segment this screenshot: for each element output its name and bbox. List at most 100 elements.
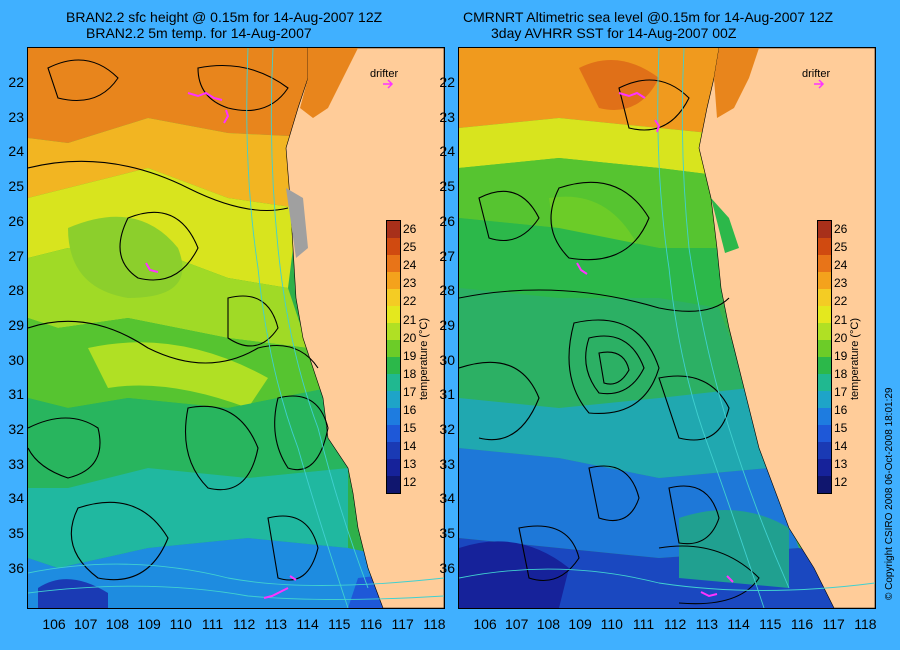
left-title-line2: BRAN2.2 5m temp. for 14-Aug-2007 bbox=[86, 25, 312, 41]
right-colorbar-tick: 25 bbox=[834, 240, 848, 255]
right-colorbar-tick: 19 bbox=[834, 348, 848, 363]
left-latitude-tick: 28 bbox=[8, 282, 24, 299]
right-longitude-tick: 106 bbox=[473, 616, 497, 632]
left-colorbar-swatch bbox=[387, 323, 400, 340]
left-colorbar-tick: 21 bbox=[403, 312, 417, 327]
left-title-line1: BRAN2.2 sfc height @ 0.15m for 14-Aug-20… bbox=[66, 9, 383, 25]
right-latitude-tick: 35 bbox=[439, 525, 455, 542]
left-colorbar-title: temperature (°C) bbox=[418, 317, 430, 400]
right-colorbar-tick: 26 bbox=[834, 222, 848, 236]
left-drifter-label: drifter bbox=[370, 68, 399, 80]
right-colorbar-swatch bbox=[818, 374, 831, 391]
right-longitude-tick: 112 bbox=[664, 616, 687, 632]
right-longitude-tick: 110 bbox=[600, 616, 623, 632]
right-latitude-tick: 26 bbox=[439, 212, 455, 229]
right-colorbar-tick: 16 bbox=[834, 403, 848, 417]
right-longitude-tick: 113 bbox=[695, 616, 719, 632]
right-latitude-tick: 22 bbox=[439, 74, 455, 90]
right-colorbar-swatch bbox=[818, 272, 831, 289]
left-colorbar-tick: 18 bbox=[403, 366, 417, 381]
right-colorbar-swatch bbox=[818, 425, 831, 442]
left-longitude-tick: 111 bbox=[201, 616, 224, 632]
left-colorbar-tick: 17 bbox=[403, 384, 417, 399]
right-colorbar-tick: 18 bbox=[834, 366, 848, 381]
right-colorbar-swatch bbox=[818, 238, 831, 255]
copyright-text: © Copyright CSIRO 2008 06-Oct-2008 18:01… bbox=[884, 387, 895, 601]
left-longitude-tick: 109 bbox=[137, 616, 161, 632]
right-latitude-tick: 33 bbox=[439, 455, 455, 472]
right-colorbar-swatch bbox=[818, 442, 831, 459]
right-latitude-tick: 25 bbox=[439, 178, 455, 195]
right-colorbar-tick: 14 bbox=[834, 439, 848, 454]
left-latitude-tick: 33 bbox=[8, 455, 24, 472]
left-longitude-tick: 118 bbox=[423, 616, 446, 632]
left-longitude-tick: 110 bbox=[169, 616, 192, 632]
right-colorbar-swatch bbox=[818, 459, 831, 476]
left-map-svg bbox=[28, 48, 444, 608]
right-latitude-tick: 32 bbox=[439, 421, 455, 437]
left-colorbar-tick: 23 bbox=[403, 276, 417, 291]
left-colorbar-swatch bbox=[387, 476, 400, 493]
left-latitude-tick: 30 bbox=[8, 351, 24, 368]
right-latitude-tick: 31 bbox=[439, 386, 455, 403]
right-colorbar-tick: 17 bbox=[834, 384, 848, 399]
left-longitude-tick: 108 bbox=[105, 616, 130, 632]
right-colorbar-tick: 22 bbox=[834, 294, 848, 309]
right-colorbar-title: temperature (°C) bbox=[849, 317, 861, 400]
left-colorbar-swatch bbox=[387, 391, 400, 408]
left-latitude-tick: 36 bbox=[8, 559, 24, 576]
right-longitude-tick: 117 bbox=[822, 616, 845, 632]
right-title-line1: CMRNRT Altimetric sea level @0.15m for 1… bbox=[463, 9, 834, 25]
left-colorbar bbox=[386, 220, 401, 494]
left-colorbar-swatch bbox=[387, 289, 400, 306]
left-longitude-tick: 107 bbox=[74, 616, 98, 632]
right-latitude-tick: 29 bbox=[439, 316, 455, 333]
left-longitude-tick: 114 bbox=[296, 616, 319, 632]
left-colorbar-swatch bbox=[387, 238, 400, 255]
right-longitude-tick: 108 bbox=[536, 616, 561, 632]
left-latitude-tick: 34 bbox=[8, 490, 24, 507]
right-colorbar-tick: 13 bbox=[834, 457, 848, 472]
left-colorbar-tick: 15 bbox=[403, 421, 417, 436]
right-colorbar-tick: 23 bbox=[834, 276, 848, 291]
right-colorbar-tick: 21 bbox=[834, 312, 848, 327]
left-colorbar-swatch bbox=[387, 221, 400, 238]
left-latitude-tick: 26 bbox=[8, 212, 24, 229]
left-colorbar-swatch bbox=[387, 340, 400, 357]
left-colorbar-swatch bbox=[387, 442, 400, 459]
left-colorbar-swatch bbox=[387, 357, 400, 374]
left-colorbar-tick: 24 bbox=[403, 258, 417, 273]
right-colorbar-tick: 12 bbox=[834, 475, 848, 490]
left-colorbar-tick: 12 bbox=[403, 475, 417, 490]
right-drifter-label: drifter bbox=[802, 68, 831, 80]
right-latitude-tick: 27 bbox=[439, 247, 455, 264]
right-latitude-tick: 28 bbox=[439, 282, 455, 299]
left-longitude-tick: 116 bbox=[359, 616, 383, 632]
left-latitude-tick: 24 bbox=[8, 143, 24, 160]
left-longitude-tick: 106 bbox=[42, 616, 66, 632]
right-latitude-tick: 24 bbox=[439, 143, 455, 160]
right-latitude-tick: 36 bbox=[439, 559, 455, 576]
right-colorbar-swatch bbox=[818, 323, 831, 340]
left-latitude-tick: 32 bbox=[8, 421, 24, 437]
left-latitude-tick: 31 bbox=[8, 386, 24, 403]
right-colorbar-swatch bbox=[818, 306, 831, 323]
left-latitude-tick: 29 bbox=[8, 316, 24, 333]
left-colorbar-tick: 14 bbox=[403, 439, 417, 454]
left-latitude-tick: 27 bbox=[8, 247, 24, 264]
right-map-panel bbox=[458, 47, 876, 609]
left-colorbar-tick: 13 bbox=[403, 457, 417, 472]
right-map-svg bbox=[459, 48, 875, 608]
right-colorbar-swatch bbox=[818, 340, 831, 357]
right-longitude-tick: 115 bbox=[759, 616, 782, 632]
left-latitude-tick: 25 bbox=[8, 178, 24, 195]
right-colorbar-tick: 24 bbox=[834, 258, 848, 273]
right-longitude-tick: 109 bbox=[568, 616, 592, 632]
left-colorbar-tick: 19 bbox=[403, 348, 417, 363]
right-colorbar-swatch bbox=[818, 357, 831, 374]
left-longitude-tick: 117 bbox=[391, 616, 414, 632]
right-colorbar-swatch bbox=[818, 255, 831, 272]
right-latitude-tick: 30 bbox=[439, 351, 455, 368]
left-latitude-tick: 23 bbox=[8, 108, 24, 125]
right-colorbar-swatch bbox=[818, 408, 831, 425]
